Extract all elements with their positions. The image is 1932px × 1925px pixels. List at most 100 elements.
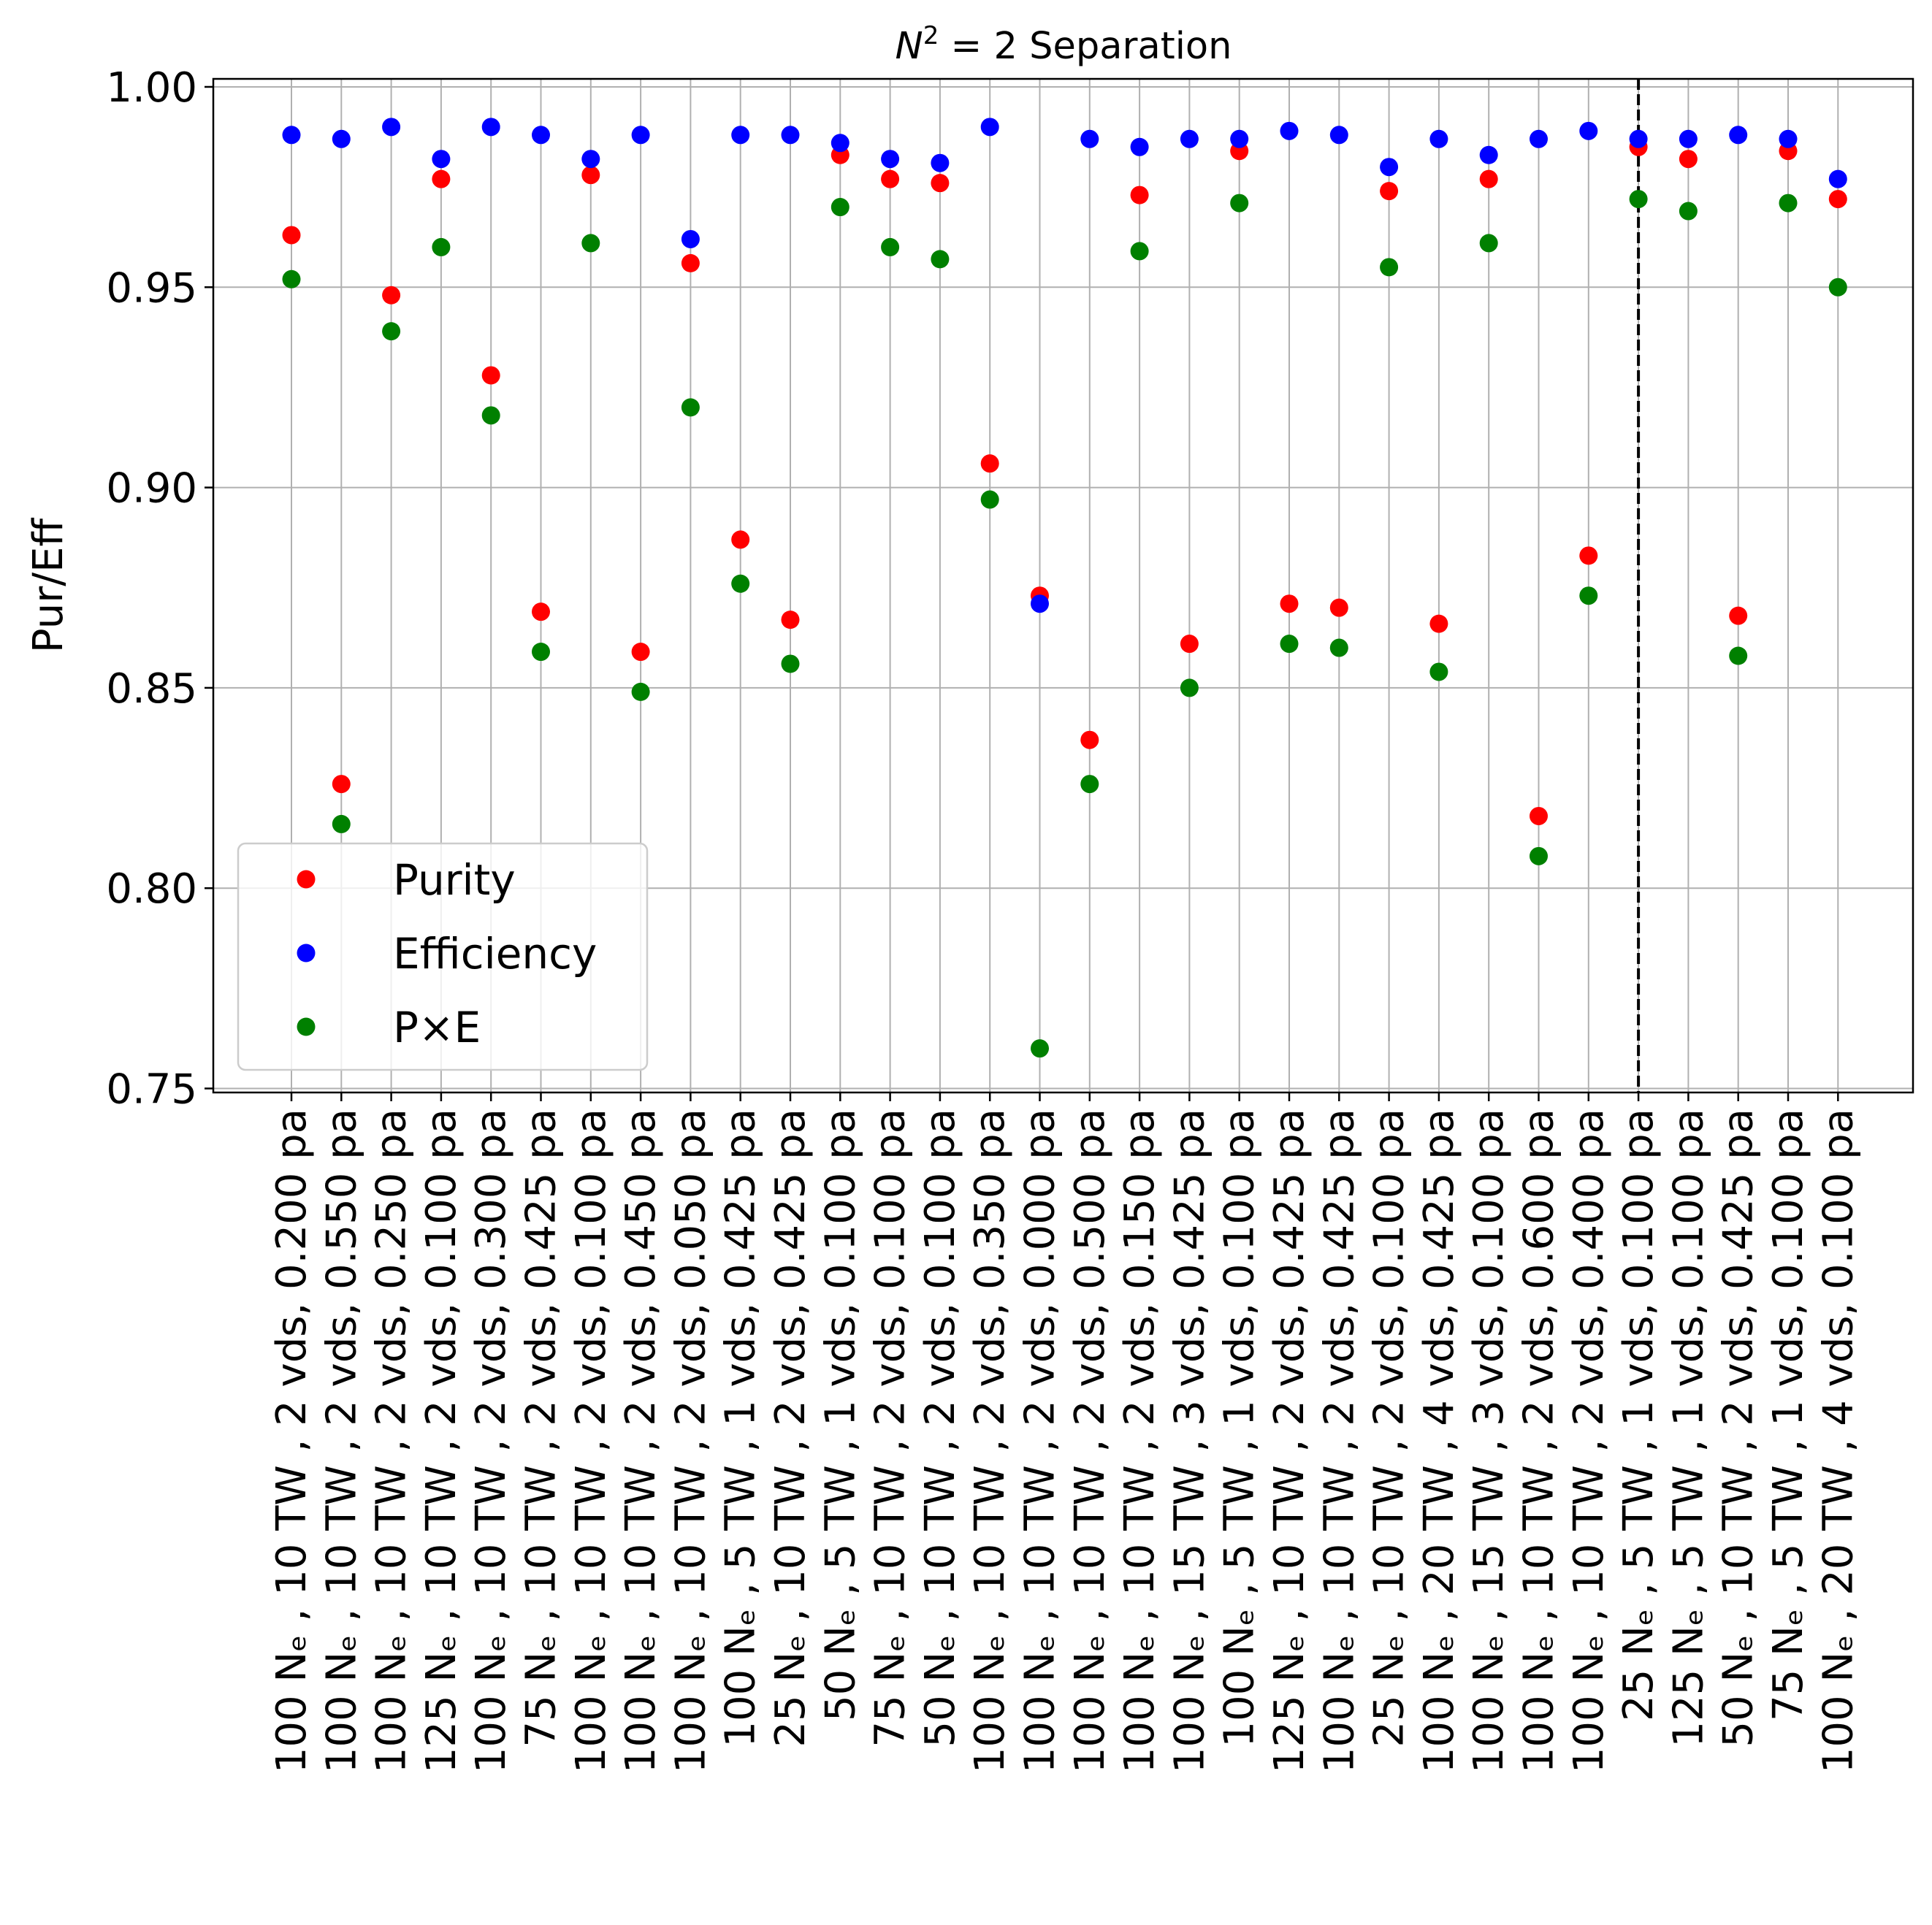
purity-point [581,166,600,185]
purity-point [1280,594,1299,613]
pxe-point [1828,278,1847,296]
x-tick-label: 100 Nₑ , 10 TW , 2 vds, 0.350 pa [966,1109,1014,1773]
x-tick-label: 25 Nₑ , 10 TW , 2 vds, 0.100 pa [1366,1109,1413,1748]
x-tick-label: 100 Nₑ , 10 TW , 2 vds, 0.000 pa [1017,1109,1064,1773]
y-tick-label: 1.00 [106,64,197,112]
purity-point [781,611,800,629]
x-tick-label: 75 Nₑ , 5 TW , 1 vds, 0.100 pa [1765,1109,1812,1721]
efficiency-point [532,126,550,145]
legend-marker-efficiency [297,944,316,962]
pxe-point [1130,242,1149,261]
pxe-point [481,406,500,425]
efficiency-point [1679,129,1698,148]
efficiency-point [731,126,750,145]
efficiency-point [1479,145,1498,164]
pxe-point [432,237,451,256]
x-tick-label: 100 Nₑ , 20 TW , 4 vds, 0.100 pa [1814,1109,1862,1773]
efficiency-point [931,153,950,172]
pxe-point [1629,190,1648,209]
x-tick-label: 100 Nₑ , 15 TW , 3 vds, 0.100 pa [1465,1109,1513,1773]
efficiency-point [1031,594,1049,613]
y-tick-label: 0.90 [106,465,197,513]
purity-point [481,366,500,385]
pxe-point [1031,1039,1049,1058]
purity-point [631,643,650,662]
pxe-point [1280,635,1299,654]
x-tick-label: 75 Nₑ , 10 TW , 2 vds, 0.425 pa [518,1109,565,1748]
x-tick-label: 25 Nₑ , 10 TW , 2 vds, 0.425 pa [767,1109,814,1748]
efficiency-point [382,118,401,137]
efficiency-point [980,118,999,137]
efficiency-point [781,126,800,145]
purity-point [1479,169,1498,188]
purity-point [1679,150,1698,169]
pxe-point [1779,194,1798,213]
x-tick-label: 125 Nₑ , 10 TW , 2 vds, 0.100 pa [418,1109,465,1773]
purity-point [1130,185,1149,204]
pxe-point [1729,646,1748,665]
purity-point [382,286,401,305]
data-points [282,118,1847,1058]
x-tick-label: 50 Nₑ , 10 TW , 2 vds, 0.100 pa [917,1109,964,1748]
x-tick-label: 100 Nₑ , 10 TW , 2 vds, 0.150 pa [1116,1109,1164,1773]
pxe-point [581,234,600,253]
pxe-point [831,198,849,217]
pxe-point [282,269,301,288]
x-tick-label: 100 Nₑ , 20 TW , 4 vds, 0.425 pa [1416,1109,1463,1773]
purity-point [881,169,900,188]
x-tick-label: 125 Nₑ , 5 TW , 1 vds, 0.100 pa [1665,1109,1712,1748]
efficiency-point [282,126,301,145]
efficiency-point [1280,121,1299,140]
purity-point [1729,606,1748,625]
purity-point [1579,546,1598,565]
x-tick-label: 100 Nₑ , 5 TW , 1 vds, 0.100 pa [1216,1109,1264,1748]
y-tick-label: 0.80 [106,865,197,913]
pxe-point [931,250,950,269]
efficiency-point [1429,129,1448,148]
efficiency-point [881,150,900,169]
x-tick-label: 100 Nₑ , 10 TW , 2 vds, 0.500 pa [1066,1109,1114,1773]
pxe-point [1530,846,1548,865]
pxe-point [1329,638,1348,657]
legend-label-purity: Purity [393,855,516,905]
x-tick-label: 25 Nₑ , 5 TW , 1 vds, 0.100 pa [1615,1109,1662,1721]
x-tick-label: 100 Nₑ , 10 TW , 2 vds, 0.550 pa [318,1109,365,1773]
pxe-point [1429,662,1448,681]
x-tick-label: 100 Nₑ , 10 TW , 2 vds, 0.450 pa [617,1109,665,1773]
purity-point [1329,598,1348,617]
purity-point [432,169,451,188]
pxe-point [631,682,650,701]
legend-label-pxe: P×E [393,1003,481,1052]
pxe-point [1080,775,1099,794]
x-tick-label: 50 Nₑ , 5 TW , 1 vds, 0.100 pa [817,1109,864,1721]
efficiency-point [1828,169,1847,188]
purity-point [532,602,550,621]
efficiency-point [1180,129,1199,148]
purity-point [1080,730,1099,749]
purity-point [1380,182,1399,201]
pxe-point [1230,194,1249,213]
x-tick-label: 100 Nₑ , 10 TW , 2 vds, 0.250 pa [368,1109,416,1773]
y-axis: 0.75 0.80 0.85 0.90 0.95 1.00 [106,64,213,1114]
x-tick-label: 100 Nₑ , 10 TW , 2 vds, 0.400 pa [1565,1109,1613,1773]
x-tick-label: 100 Nₑ , 15 TW , 3 vds, 0.425 pa [1166,1109,1213,1773]
purity-point [731,530,750,549]
efficiency-point [1329,126,1348,145]
title-symbol: N [896,25,923,68]
efficiency-point [1130,137,1149,156]
chart-title: N2 = 2 Separation [896,21,1232,68]
x-tick-label: 100 Nₑ , 10 TW , 2 vds, 0.300 pa [467,1109,515,1773]
purity-point [980,454,999,473]
purity-point [1180,635,1199,654]
efficiency-point [1579,121,1598,140]
pxe-point [382,322,401,341]
purity-point [1429,614,1448,633]
efficiency-point [681,229,700,248]
pxe-point [1579,586,1598,605]
legend-marker-purity [297,870,316,889]
legend-label-efficiency: Efficiency [393,929,597,979]
y-tick-label: 0.85 [106,665,197,713]
x-tick-label: 100 Nₑ , 5 TW , 1 vds, 0.425 pa [717,1109,765,1748]
x-tick-label: 125 Nₑ , 10 TW , 2 vds, 0.425 pa [1266,1109,1313,1773]
